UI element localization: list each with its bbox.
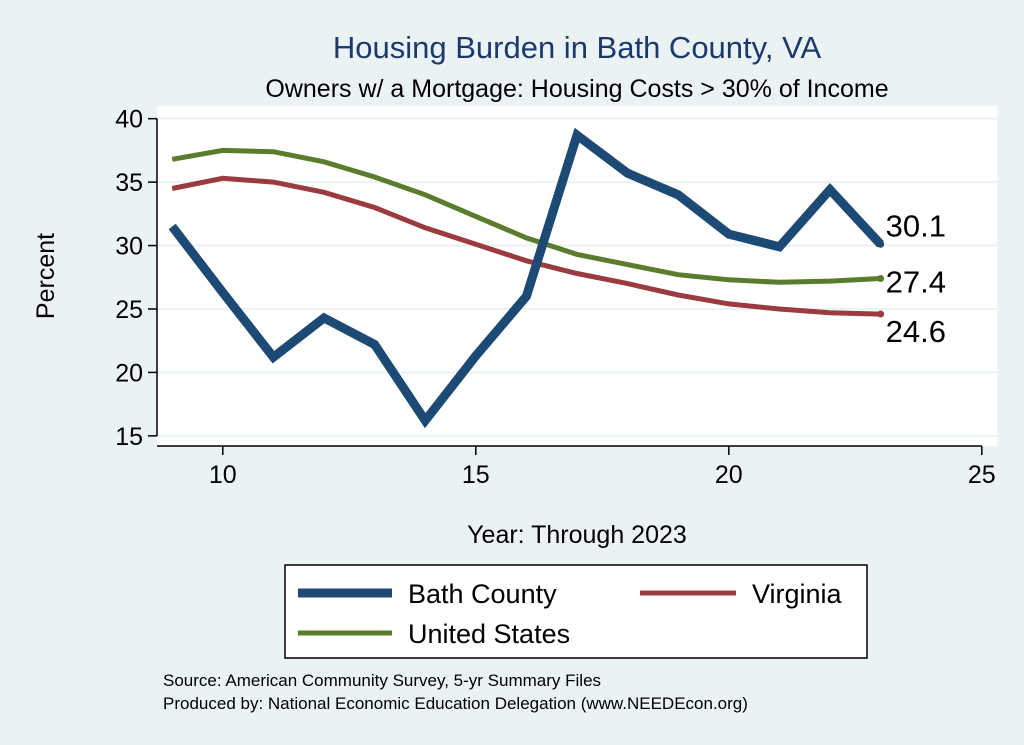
y-tick-label: 20 xyxy=(115,359,143,387)
legend: Bath County Virginia United States xyxy=(284,564,868,659)
x-tick-label: 15 xyxy=(462,461,490,489)
end-value-label: 27.4 xyxy=(886,265,946,300)
y-tick-label: 30 xyxy=(115,233,143,261)
chart-title: Housing Burden in Bath County, VA xyxy=(333,30,822,65)
series-line-virginia xyxy=(171,175,881,317)
legend-label: Bath County xyxy=(408,579,557,609)
axes: 15 20 25 30 35 40 10 15 20 25 xyxy=(115,106,996,489)
y-tick-label: 40 xyxy=(115,106,143,134)
end-marker xyxy=(877,240,885,248)
end-marker xyxy=(877,310,885,318)
x-axis-title: Year: Through 2023 xyxy=(467,521,687,549)
gridlines xyxy=(157,117,997,437)
end-value-label: 30.1 xyxy=(886,208,946,243)
y-axis-title: Percent xyxy=(32,233,60,319)
x-tick-label: 20 xyxy=(715,461,743,489)
source-note: Source: American Community Survey, 5-yr … xyxy=(163,671,601,690)
series-line-bath-county xyxy=(168,127,884,429)
end-value-label: 24.6 xyxy=(886,314,946,349)
x-tick-label: 10 xyxy=(209,461,237,489)
legend-label: Virginia xyxy=(752,579,843,609)
legend-label: United States xyxy=(408,619,570,649)
end-labels: 30.1 24.6 27.4 xyxy=(877,208,946,349)
end-marker xyxy=(877,275,885,283)
y-tick-label: 35 xyxy=(115,169,143,197)
legend-box xyxy=(284,564,868,659)
produced-by-note: Produced by: National Economic Education… xyxy=(163,694,748,713)
y-tick-label: 25 xyxy=(115,296,143,324)
chart-subtitle: Owners w/ a Mortgage: Housing Costs > 30… xyxy=(265,75,888,103)
series-lines xyxy=(168,127,884,429)
y-tick-label: 15 xyxy=(115,423,143,451)
x-tick-label: 25 xyxy=(968,461,996,489)
series-line-united-states xyxy=(171,147,881,285)
